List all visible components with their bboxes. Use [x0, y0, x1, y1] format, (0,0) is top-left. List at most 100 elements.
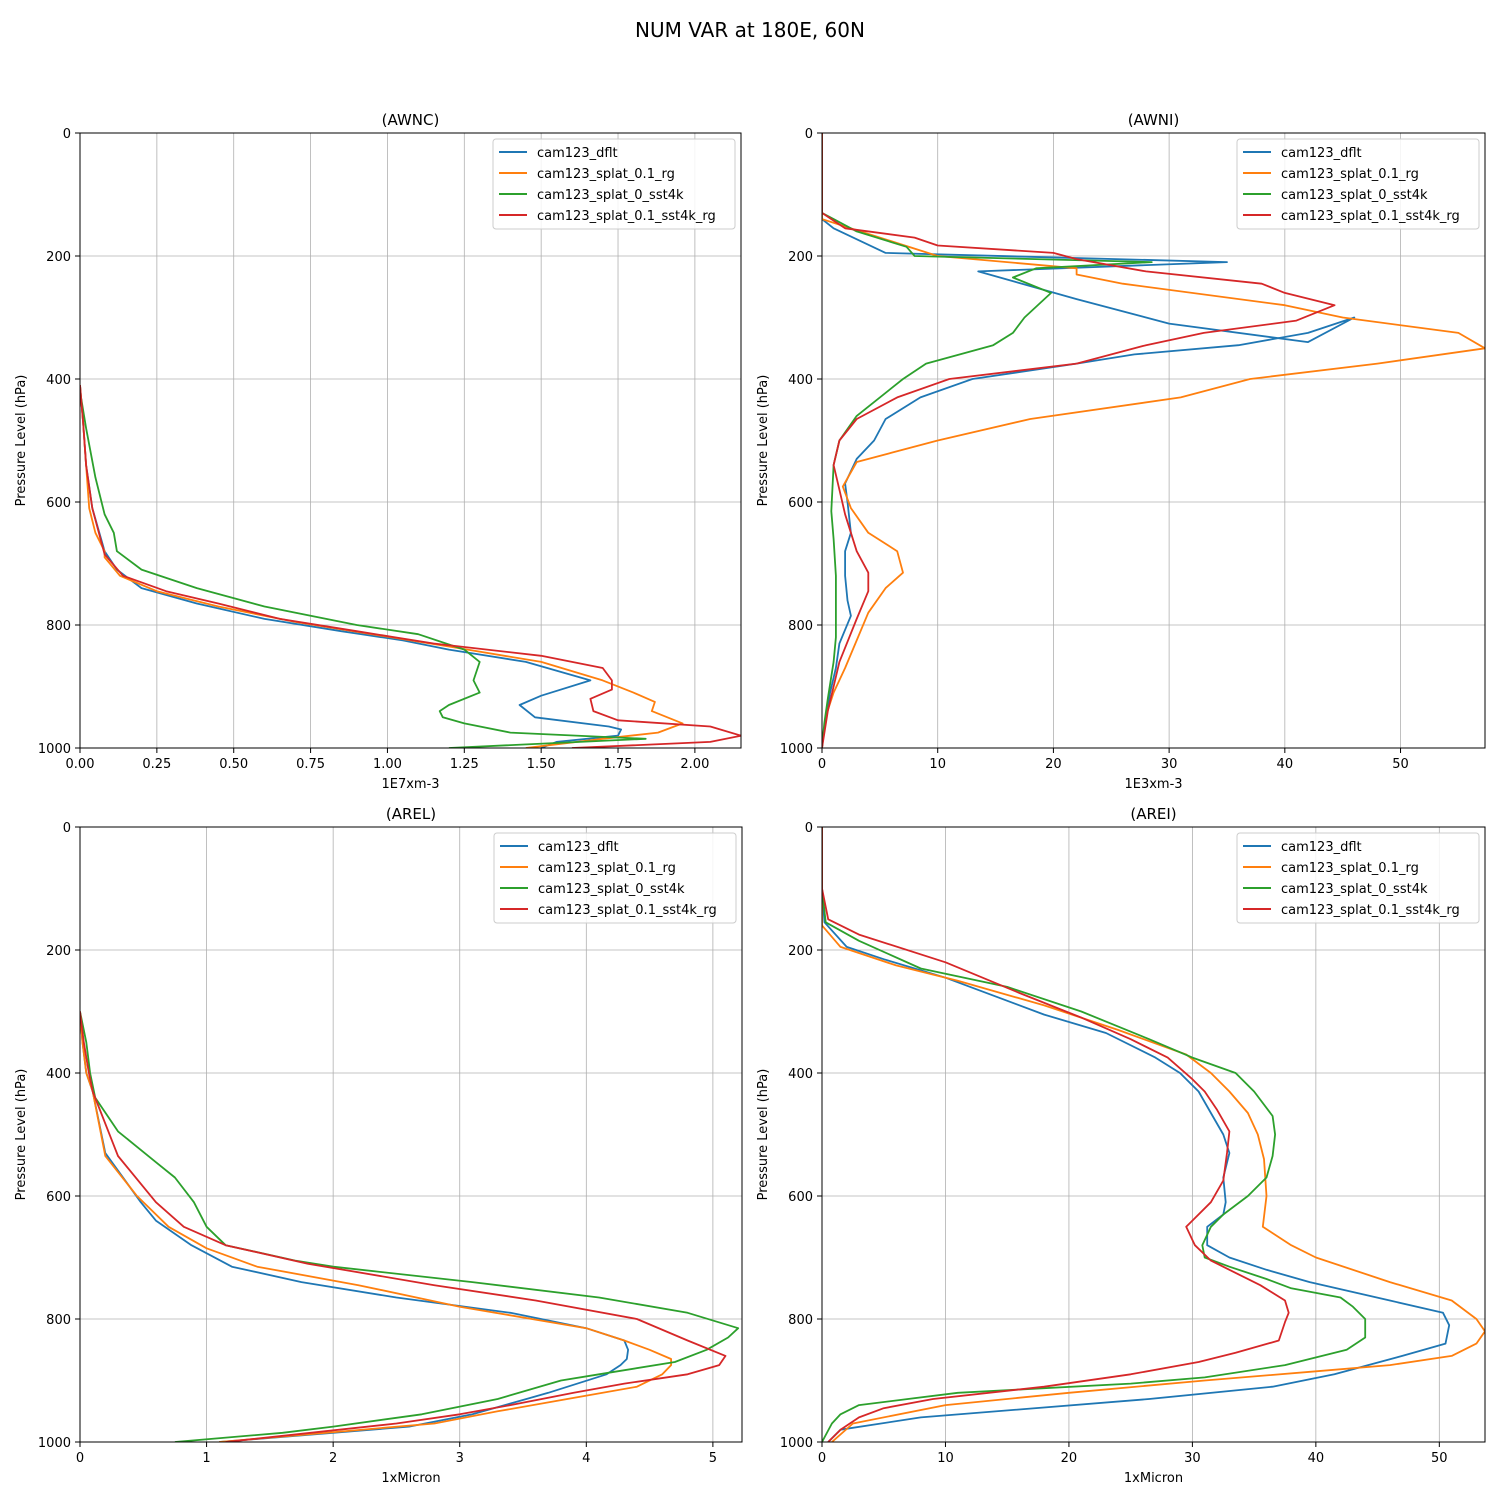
chart-panel: 0 1 2 3 4 5 0 200 400 600 800 1000 (AREL) 1xMicron Pre… — [14, 805, 743, 1486]
y-tick-label: 800 — [46, 1313, 71, 1328]
series-line — [80, 385, 622, 748]
y-tick-label: 800 — [788, 619, 813, 634]
series-line — [80, 1011, 672, 1442]
panel-title: (AREL) — [386, 805, 436, 823]
x-tick-label: 2.00 — [680, 757, 709, 772]
axes-frame — [79, 826, 743, 1443]
series-line — [80, 1011, 727, 1442]
y-tick-label: 600 — [46, 496, 71, 511]
x-tick-label: 30 — [1161, 757, 1178, 772]
legend-entry: cam123_splat_0_sst4k — [537, 188, 684, 203]
legend-entry: cam123_dflt — [1281, 840, 1362, 855]
y-tick-label: 800 — [788, 1313, 813, 1328]
y-tick-label: 0 — [805, 821, 813, 836]
axes-frame — [821, 826, 1486, 1443]
series-line — [80, 385, 684, 748]
legend: cam123_dflt cam123_splat_0.1_rg cam123_spl… — [493, 832, 737, 924]
axes-frame — [821, 132, 1486, 749]
y-axis-label: Pressure Level (hPa) — [14, 375, 29, 507]
series-line — [822, 133, 1336, 748]
x-tick-label: 40 — [1277, 757, 1294, 772]
y-axis-label: Pressure Level (hPa) — [756, 1069, 771, 1201]
legend-entry: cam123_splat_0.1_rg — [537, 167, 675, 182]
legend-entry: cam123_splat_0_sst4k — [1281, 882, 1428, 897]
x-tick-label: 3 — [456, 1451, 464, 1466]
x-tick-label: 1.75 — [604, 757, 633, 772]
series-line — [822, 827, 1367, 1442]
legend-box — [493, 832, 737, 924]
x-tick-label: 0 — [818, 1451, 826, 1466]
x-tick-label: 20 — [1045, 757, 1062, 772]
legend-box — [1236, 138, 1480, 230]
legend-entry: cam123_splat_0.1_rg — [1281, 167, 1419, 182]
series-line — [822, 133, 1485, 748]
x-tick-label: 2 — [329, 1451, 337, 1466]
x-tick-label: 10 — [929, 757, 946, 772]
panels: 0.00 0.25 0.50 0.75 1.00 1.25 1.50 1.75 2.000200… — [14, 111, 1486, 1486]
y-axis-label: Pressure Level (hPa) — [14, 1069, 29, 1201]
chart-panel: 0 10 20 30 40 50 0 200 400 600 800 1000 (AWNI) 1E3xm-… — [756, 111, 1486, 792]
x-axis-label: 1xMicron — [1124, 1471, 1183, 1486]
figure-suptitle: NUM VAR at 180E, 60N — [635, 18, 865, 42]
x-tick-label: 50 — [1431, 1451, 1448, 1466]
y-tick-label: 0 — [805, 127, 813, 142]
y-tick-label: 600 — [46, 1190, 71, 1205]
y-tick-label: 400 — [788, 373, 813, 388]
x-tick-label: 1.25 — [450, 757, 479, 772]
y-tick-label: 0 — [63, 821, 71, 836]
legend: cam123_dflt cam123_splat_0.1_rg cam123_spl… — [1236, 832, 1480, 924]
y-tick-label: 1000 — [780, 742, 813, 757]
panel-title: (AWNC) — [382, 111, 440, 129]
legend-entry: cam123_dflt — [1281, 146, 1362, 161]
x-axis-label: 1E7xm-3 — [381, 777, 439, 792]
series-group — [80, 1011, 740, 1442]
x-tick-label: 4 — [582, 1451, 590, 1466]
legend: cam123_dflt cam123_splat_0.1_rg cam123_spl… — [1236, 138, 1480, 230]
legend-box — [492, 138, 736, 230]
panel-title: (AWNI) — [1128, 111, 1180, 129]
legend-entry: cam123_splat_0_sst4k — [538, 882, 685, 897]
x-tick-label: 10 — [937, 1451, 954, 1466]
series-line — [822, 827, 1290, 1442]
x-tick-label: 0.00 — [66, 757, 95, 772]
series-line — [80, 385, 741, 748]
y-tick-label: 200 — [788, 250, 813, 265]
y-tick-label: 1000 — [780, 1436, 813, 1451]
x-tick-label: 1.50 — [527, 757, 556, 772]
legend-entry: cam123_dflt — [537, 146, 618, 161]
series-line — [80, 391, 647, 748]
legend-box — [1236, 832, 1480, 924]
chart-panel: 0 10 20 30 40 50 0 200 400 600 800 1000 (AREI) 1xMicr… — [756, 805, 1486, 1486]
x-tick-label: 0.75 — [296, 757, 325, 772]
series-line — [822, 827, 1485, 1442]
series-line — [80, 1011, 740, 1442]
legend-entry: cam123_splat_0.1_rg — [1281, 861, 1419, 876]
x-tick-label: 20 — [1061, 1451, 1078, 1466]
legend-entry: cam123_splat_0.1_sst4k_rg — [1281, 209, 1460, 224]
legend-entry: cam123_splat_0.1_sst4k_rg — [1281, 903, 1460, 918]
series-group — [822, 827, 1485, 1442]
chart-panel: 0.00 0.25 0.50 0.75 1.00 1.25 1.50 1.75 2.00 0 200… — [14, 111, 742, 792]
x-tick-label: 50 — [1392, 757, 1409, 772]
x-tick-label: 0.25 — [142, 757, 171, 772]
y-tick-label: 200 — [788, 944, 813, 959]
y-tick-label: 600 — [788, 1190, 813, 1205]
legend-entry: cam123_splat_0.1_sst4k_rg — [537, 209, 716, 224]
y-tick-label: 400 — [46, 1067, 71, 1082]
x-axis-label: 1xMicron — [381, 1471, 440, 1486]
legend-entry: cam123_dflt — [538, 840, 619, 855]
y-tick-label: 400 — [788, 1067, 813, 1082]
y-tick-label: 0 — [63, 127, 71, 142]
y-tick-label: 200 — [46, 944, 71, 959]
x-tick-label: 0.50 — [219, 757, 248, 772]
legend-entry: cam123_splat_0_sst4k — [1281, 188, 1428, 203]
series-line — [80, 1011, 629, 1442]
y-axis-label: Pressure Level (hPa) — [756, 375, 771, 507]
series-line — [822, 133, 1153, 748]
legend-entry: cam123_splat_0.1_sst4k_rg — [538, 903, 717, 918]
series-group — [80, 385, 741, 748]
x-tick-label: 5 — [709, 1451, 717, 1466]
series-line — [822, 133, 1356, 748]
y-tick-label: 400 — [46, 373, 71, 388]
